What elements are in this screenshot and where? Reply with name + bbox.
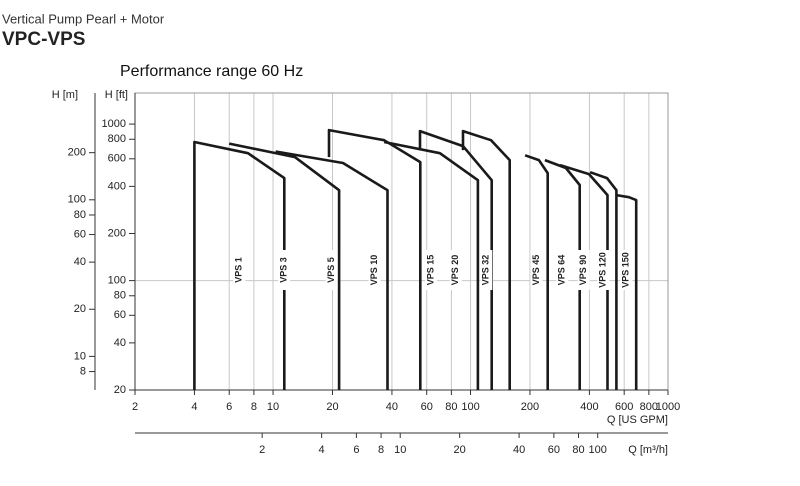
x2-tick-label: 6 bbox=[353, 444, 359, 456]
series-label: VPS 5 bbox=[326, 257, 336, 283]
y-tick-label: 100 bbox=[108, 275, 126, 287]
x-tick-label: 8 bbox=[251, 401, 257, 413]
x2-tick-label: 20 bbox=[454, 444, 466, 456]
chart-title: Performance range 60 Hz bbox=[120, 63, 303, 80]
performance-curve bbox=[228, 142, 341, 390]
series-label-bg bbox=[597, 250, 610, 290]
series-label-bg bbox=[368, 250, 381, 290]
performance-curve bbox=[589, 170, 618, 390]
x-tick-label: 400 bbox=[580, 401, 598, 413]
x-tick-label: 6 bbox=[226, 401, 232, 413]
series-label: VPS 1 bbox=[234, 257, 244, 283]
performance-curve bbox=[327, 128, 422, 390]
y2-tick-label: 10 bbox=[74, 350, 86, 362]
y-tick-label: 200 bbox=[108, 227, 126, 239]
x-tick-label: 4 bbox=[191, 401, 197, 413]
y-tick-label: 1000 bbox=[102, 118, 126, 130]
x-axis-label: Q [US GPM] bbox=[607, 414, 668, 426]
series-label-bg bbox=[424, 250, 437, 290]
performance-curve bbox=[383, 140, 480, 390]
x2-tick-label: 40 bbox=[513, 444, 525, 456]
x-tick-label: 100 bbox=[461, 401, 479, 413]
series-label-bg bbox=[620, 250, 633, 290]
series-label: VPS 32 bbox=[481, 255, 491, 286]
x-tick-label: 600 bbox=[615, 401, 633, 413]
y2-tick-label: 8 bbox=[80, 365, 86, 377]
series-label: VPS 45 bbox=[531, 255, 541, 286]
x2-tick-label: 60 bbox=[548, 444, 560, 456]
y-tick-label: 60 bbox=[114, 309, 126, 321]
performance-curve bbox=[616, 193, 638, 390]
x2-axis-label: Q [m³/h] bbox=[628, 444, 668, 456]
y-tick-label: 800 bbox=[108, 133, 126, 145]
performance-curve bbox=[461, 129, 512, 390]
performance-curve bbox=[559, 163, 609, 390]
series-label-bg bbox=[325, 250, 338, 290]
series-label-bg bbox=[278, 250, 291, 290]
x2-tick-label: 2 bbox=[259, 444, 265, 456]
y2-axis-label: H [m] bbox=[52, 89, 78, 101]
y-tick-label: 40 bbox=[114, 337, 126, 349]
x-tick-label: 2 bbox=[132, 401, 138, 413]
y2-tick-label: 20 bbox=[74, 303, 86, 315]
series-label: VPS 3 bbox=[279, 257, 289, 283]
y2-tick-label: 100 bbox=[68, 194, 86, 206]
x2-tick-label: 8 bbox=[378, 444, 384, 456]
series-label-bg bbox=[449, 250, 462, 290]
y-tick-label: 80 bbox=[114, 290, 126, 302]
performance-curve bbox=[193, 140, 286, 390]
y-tick-label: 400 bbox=[108, 180, 126, 192]
x-tick-label: 60 bbox=[421, 401, 433, 413]
x-tick-label: 80 bbox=[445, 401, 457, 413]
x2-tick-label: 10 bbox=[394, 444, 406, 456]
y2-tick-label: 80 bbox=[74, 209, 86, 221]
x-tick-label: 40 bbox=[386, 401, 398, 413]
y-tick-label: 20 bbox=[114, 384, 126, 396]
x2-tick-label: 80 bbox=[572, 444, 584, 456]
performance-curve bbox=[275, 150, 389, 390]
series-label-bg bbox=[556, 250, 569, 290]
y2-tick-label: 200 bbox=[68, 147, 86, 159]
series-label: VPS 10 bbox=[369, 255, 379, 286]
x-tick-label: 1000 bbox=[656, 401, 680, 413]
x2-tick-label: 4 bbox=[319, 444, 325, 456]
series-label-bg bbox=[530, 250, 543, 290]
header-title: VPC-VPS bbox=[2, 29, 85, 50]
x-tick-label: 200 bbox=[521, 401, 539, 413]
x-tick-label: 20 bbox=[326, 401, 338, 413]
x-tick-label: 10 bbox=[267, 401, 279, 413]
series-label: VPS 15 bbox=[425, 255, 435, 286]
series-label-bg bbox=[233, 250, 246, 290]
series-label-bg bbox=[480, 250, 493, 290]
header-subtitle: Vertical Pump Pearl + Motor bbox=[2, 11, 165, 26]
y2-tick-label: 60 bbox=[74, 228, 86, 240]
y-axis-label: H [ft] bbox=[105, 89, 128, 101]
x2-tick-label: 100 bbox=[589, 444, 607, 456]
series-label: VPS 20 bbox=[450, 255, 460, 286]
plot-frame bbox=[134, 92, 669, 391]
series-label: VPS 64 bbox=[557, 255, 567, 286]
x-tick-label: 800 bbox=[640, 401, 658, 413]
y2-tick-label: 40 bbox=[74, 256, 86, 268]
series-label: VPS 150 bbox=[621, 252, 631, 288]
y-tick-label: 600 bbox=[108, 153, 126, 165]
series-label-bg bbox=[577, 250, 590, 290]
series-label: VPS 90 bbox=[578, 255, 588, 286]
performance-curve bbox=[524, 154, 550, 390]
series-label: VPS 120 bbox=[598, 252, 608, 288]
